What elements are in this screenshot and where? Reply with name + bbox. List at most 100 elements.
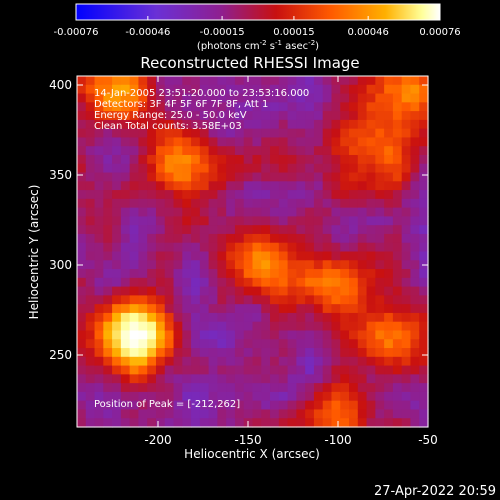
heatmap-cell: [199, 295, 210, 305]
heatmap-cell: [173, 409, 183, 419]
heatmap-cell: [392, 321, 403, 332]
heatmap-cell: [305, 111, 315, 121]
heatmap-cell: [243, 225, 254, 235]
heatmap-cell: [173, 312, 183, 323]
heatmap-cell: [305, 216, 315, 226]
heatmap-cell: [305, 154, 315, 165]
heatmap-cell: [340, 418, 350, 428]
heatmap-cell: [77, 181, 87, 191]
heatmap-cell: [182, 374, 192, 384]
heatmap-cell: [243, 356, 254, 367]
heatmap-cell: [419, 216, 429, 226]
heatmap-cell: [375, 374, 385, 384]
heatmap-cell: [120, 304, 131, 314]
heatmap-cell: [85, 409, 96, 419]
heatmap-cell: [129, 76, 140, 86]
heatmap-cell: [357, 154, 368, 165]
heatmap-cell: [191, 251, 201, 261]
heatmap-cell: [270, 84, 280, 95]
heatmap-cell: [226, 146, 236, 156]
heatmap-cell: [217, 321, 227, 332]
heatmap-cell: [234, 418, 245, 428]
heatmap-cell: [208, 251, 219, 261]
heatmap-cell: [94, 348, 104, 358]
heatmap-cell: [85, 356, 96, 367]
heatmap-cell: [243, 111, 254, 121]
heatmap-cell: [208, 260, 219, 270]
heatmap-cell: [129, 198, 140, 209]
heatmap-cell: [366, 260, 376, 270]
heatmap-cell: [234, 391, 245, 402]
heatmap-cell: [313, 374, 324, 384]
heatmap-cell: [120, 216, 131, 226]
heatmap-cell: [375, 391, 385, 402]
heatmap-cell: [85, 242, 96, 253]
heatmap-cell: [313, 76, 324, 86]
heatmap-cell: [147, 418, 157, 428]
heatmap-cell: [120, 225, 131, 235]
heatmap-cell: [384, 181, 394, 191]
heatmap-cell: [129, 295, 140, 305]
heatmap-cell: [261, 383, 271, 393]
heatmap-cell: [357, 102, 368, 112]
heatmap-cell: [155, 374, 166, 384]
heatmap-cell: [217, 128, 227, 139]
heatmap-cell: [278, 286, 289, 296]
heatmap-cell: [226, 330, 236, 340]
heatmap-cell: [401, 93, 412, 103]
heatmap-cell: [261, 119, 271, 130]
heatmap-cell: [199, 339, 210, 349]
heatmap-cell: [410, 137, 420, 147]
heatmap-cell: [103, 391, 113, 402]
heatmap-cell: [287, 312, 297, 323]
heatmap-cell: [322, 383, 333, 393]
heatmap-cell: [375, 111, 385, 121]
heatmap-cell: [199, 128, 210, 139]
heatmap-cell: [384, 400, 394, 411]
heatmap-cell: [357, 312, 368, 323]
heatmap-cell: [182, 269, 192, 279]
heatmap-cell: [129, 84, 140, 95]
heatmap-cell: [94, 84, 104, 95]
heatmap-cell: [164, 374, 175, 384]
heatmap-cell: [243, 84, 254, 95]
heatmap-cell: [147, 154, 157, 165]
heatmap-cell: [234, 216, 245, 226]
heatmap-cell: [322, 321, 333, 332]
heatmap-cell: [322, 198, 333, 209]
heatmap-cell: [191, 400, 201, 411]
heatmap-cell: [366, 137, 376, 147]
heatmap-cell: [129, 225, 140, 235]
heatmap-cell: [164, 356, 175, 367]
heatmap-cell: [164, 260, 175, 270]
heatmap-cell: [419, 374, 429, 384]
heatmap-cell: [419, 269, 429, 279]
heatmap-cell: [296, 269, 306, 279]
heatmap-cell: [296, 190, 306, 200]
heatmap-cell: [103, 374, 113, 384]
heatmap-cell: [243, 207, 254, 218]
heatmap-cell: [155, 102, 166, 112]
heatmap-cell: [155, 312, 166, 323]
heatmap-cell: [375, 269, 385, 279]
heatmap-cell: [155, 286, 166, 296]
heatmap-cell: [252, 260, 262, 270]
heatmap-cell: [208, 277, 219, 288]
heatmap-cell: [278, 321, 289, 332]
heatmap-cell: [112, 321, 122, 332]
heatmap-cell: [392, 111, 403, 121]
heatmap-cell: [217, 383, 227, 393]
heatmap-cell: [322, 339, 333, 349]
heatmap-cell: [331, 304, 341, 314]
heatmap-cell: [340, 365, 350, 375]
heatmap-cell: [340, 190, 350, 200]
heatmap-cell: [375, 295, 385, 305]
heatmap-cell: [410, 119, 420, 130]
heatmap-cell: [392, 356, 403, 367]
heatmap-cell: [296, 111, 306, 121]
heatmap-cell: [322, 304, 333, 314]
heatmap-cell: [243, 216, 254, 226]
observation-annotations: 14-Jan-2005 23:51:20.000 to 23:53:16.000…: [94, 88, 309, 132]
heatmap-cell: [252, 172, 262, 182]
heatmap-cell: [226, 348, 236, 358]
